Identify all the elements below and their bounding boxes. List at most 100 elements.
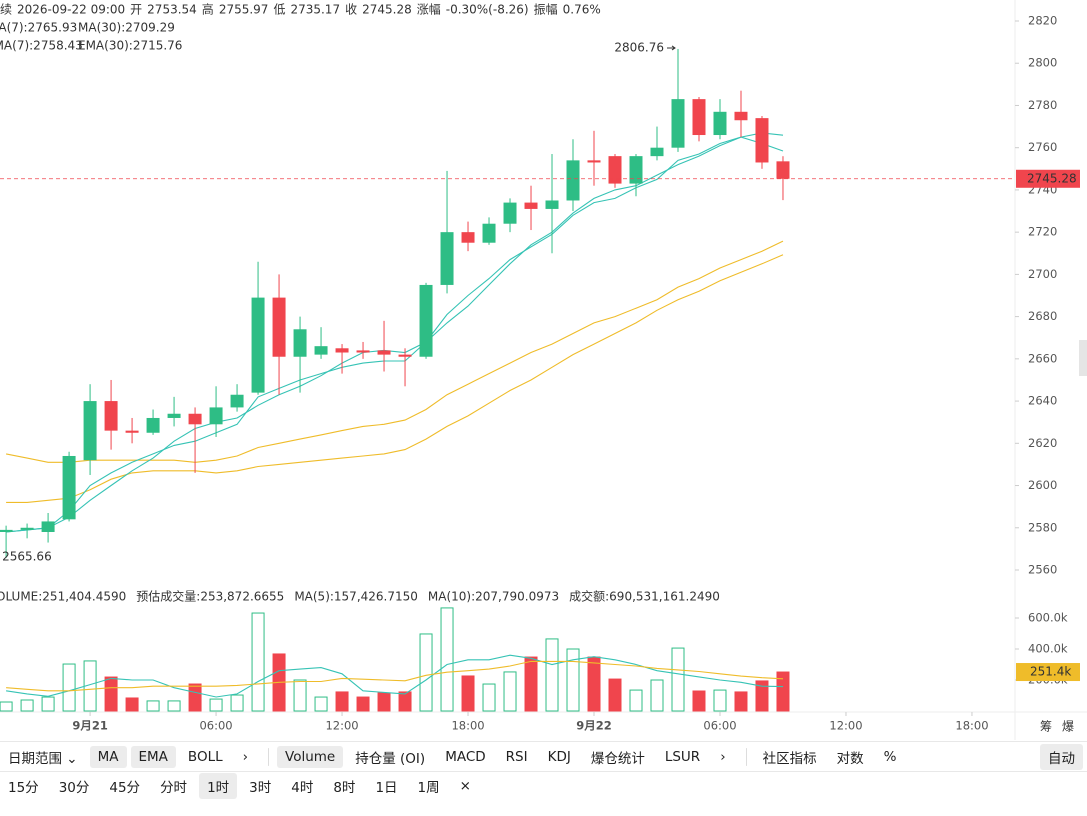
candle-body xyxy=(146,417,160,433)
candle-body xyxy=(230,394,244,408)
volume-bar xyxy=(314,696,328,712)
toolbar-button[interactable]: 对数 xyxy=(836,750,864,767)
candle-body xyxy=(755,118,769,163)
toolbar-button[interactable]: 15分 xyxy=(8,779,39,796)
indicator-line xyxy=(5,240,784,463)
volume-bar xyxy=(545,638,559,712)
indicator-line xyxy=(6,654,784,698)
toolbar-button[interactable]: 自动 xyxy=(1040,743,1083,770)
candle-body xyxy=(734,111,748,121)
x-tick-label: 12:00 xyxy=(325,719,358,733)
toolbar-button[interactable]: 日期范围 ⌄ xyxy=(8,750,78,767)
x-tick-label: 18:00 xyxy=(955,719,988,733)
toolbar-button[interactable]: BOLL xyxy=(187,748,223,765)
toolbar-button[interactable]: % xyxy=(883,748,897,765)
candle-body xyxy=(356,350,370,353)
x-tick-label: 9月21 xyxy=(72,719,108,733)
candle-body xyxy=(524,202,538,209)
candle-body xyxy=(335,348,349,353)
toolbar-button[interactable]: LSUR xyxy=(664,748,701,765)
toolbar-button[interactable]: › xyxy=(242,748,249,765)
header-field: 2755.97 xyxy=(219,3,269,17)
volume-legend: MA(10):207,790.0973 xyxy=(428,590,559,604)
y-tick-label: 2560 xyxy=(1028,563,1057,577)
header-field: 2745.28 xyxy=(362,3,412,17)
toolbar-button[interactable]: 30分 xyxy=(58,779,90,796)
volume-bar xyxy=(587,656,601,712)
toolbar-button[interactable]: 社区指标 xyxy=(762,750,817,767)
toolbar-button[interactable]: KDJ xyxy=(547,748,571,765)
indicator-line xyxy=(6,136,784,533)
header-field: 涨幅 xyxy=(417,2,441,17)
y-tick-label: 2580 xyxy=(1028,520,1057,534)
volume-last-box xyxy=(1016,663,1080,682)
toolbar-button[interactable]: RSI xyxy=(505,748,528,765)
candle-body xyxy=(461,232,475,243)
toolbar-button[interactable]: Volume xyxy=(277,745,344,768)
low-label: 2565.66 xyxy=(2,550,52,564)
y-tick-label: 2700 xyxy=(1028,267,1057,281)
volume-legend: 预估成交量:253,872.6655 xyxy=(136,589,284,604)
toolbar-button[interactable]: › xyxy=(720,748,726,765)
toolbar-button[interactable]: MA xyxy=(89,745,127,768)
candle-body xyxy=(41,521,55,532)
y-tick-label: 2620 xyxy=(1028,436,1057,450)
candle-body xyxy=(83,401,97,461)
side-handle[interactable] xyxy=(1079,340,1087,376)
candle-body xyxy=(482,223,496,243)
volume-bar xyxy=(167,700,181,712)
y-tick-label: 2720 xyxy=(1028,225,1057,239)
toolbar-button[interactable]: 持仓量 (OI) xyxy=(355,750,426,767)
candle-body xyxy=(188,413,202,425)
volume-bar xyxy=(482,683,496,712)
candle-body xyxy=(293,329,307,357)
toolbar-button[interactable]: 1时 xyxy=(199,772,238,799)
header-field: 2026-09-22 09:00 xyxy=(17,3,125,17)
side-label: 爆 xyxy=(1062,720,1074,734)
header-field: 振幅 xyxy=(534,2,558,17)
toolbar-button[interactable]: 分时 xyxy=(160,779,188,796)
volume-bar xyxy=(188,683,202,712)
x-tick-label: 9月22 xyxy=(576,719,612,733)
candle-body xyxy=(713,111,727,136)
header-field: 2735.17 xyxy=(290,3,340,17)
volume-bar xyxy=(692,690,706,712)
y-tick-label: 2660 xyxy=(1028,351,1057,365)
indicator-legend: MA(7):2765.93 xyxy=(0,21,77,35)
header-field: 0.76% xyxy=(563,3,601,17)
interval-toolbar: 15分 30分 45分 分时 1时 3时 4时 8时 1日 1周 × xyxy=(0,771,1087,800)
x-tick-label: 18:00 xyxy=(451,719,484,733)
y-tick-label: 2760 xyxy=(1028,140,1057,154)
high-label: 2806.76 xyxy=(614,40,664,54)
header-field: -0.30%(-8.26) xyxy=(446,3,529,17)
toolbar-button[interactable]: 45分 xyxy=(109,779,141,796)
toolbar-button[interactable]: 3时 xyxy=(249,779,272,796)
candle-body xyxy=(398,354,412,357)
candle-body xyxy=(209,407,223,425)
toolbar-button[interactable]: 4时 xyxy=(291,779,314,796)
volume-legend: VOLUME:251,404.4590 xyxy=(0,590,126,604)
candle-body xyxy=(629,156,643,184)
volume-tick-label: 600.0k xyxy=(1028,610,1068,624)
y-tick-label: 2680 xyxy=(1028,309,1057,323)
toolbar-button[interactable]: 1周 xyxy=(417,779,440,796)
volume-bar xyxy=(671,647,685,712)
candle-body xyxy=(62,455,76,520)
candle-body xyxy=(419,284,433,357)
toolbar-button[interactable]: 8时 xyxy=(333,779,356,796)
toolbar-button[interactable]: 1日 xyxy=(375,779,398,796)
toolbar-button[interactable]: × xyxy=(459,777,471,794)
toolbar-button[interactable]: EMA xyxy=(130,745,176,768)
chart: 永续 2026-09-22 09:00 开 2753.54 高 2755.97 低 2735.… xyxy=(0,0,1087,740)
toolbar-button[interactable]: MACD xyxy=(445,748,486,765)
indicator-line xyxy=(6,132,784,533)
indicator-line xyxy=(6,254,784,503)
separator xyxy=(745,747,747,766)
candle-body xyxy=(608,156,622,184)
volume-bar xyxy=(356,696,370,712)
toolbar-button[interactable]: 爆仓统计 xyxy=(590,750,645,767)
volume-bar xyxy=(41,696,55,712)
volume-bar xyxy=(713,689,727,712)
candle-body xyxy=(587,160,601,163)
